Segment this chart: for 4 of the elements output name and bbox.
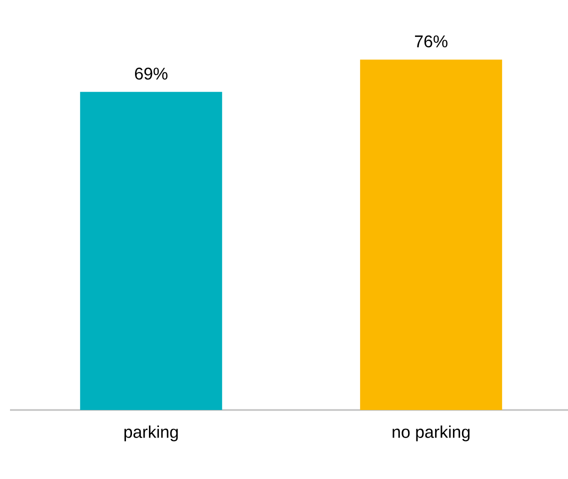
data-label: 76% <box>415 35 448 48</box>
x-tick-label: no parking <box>392 426 470 442</box>
data-label: 69% <box>135 68 168 80</box>
x-tick-label: parking <box>124 426 178 442</box>
